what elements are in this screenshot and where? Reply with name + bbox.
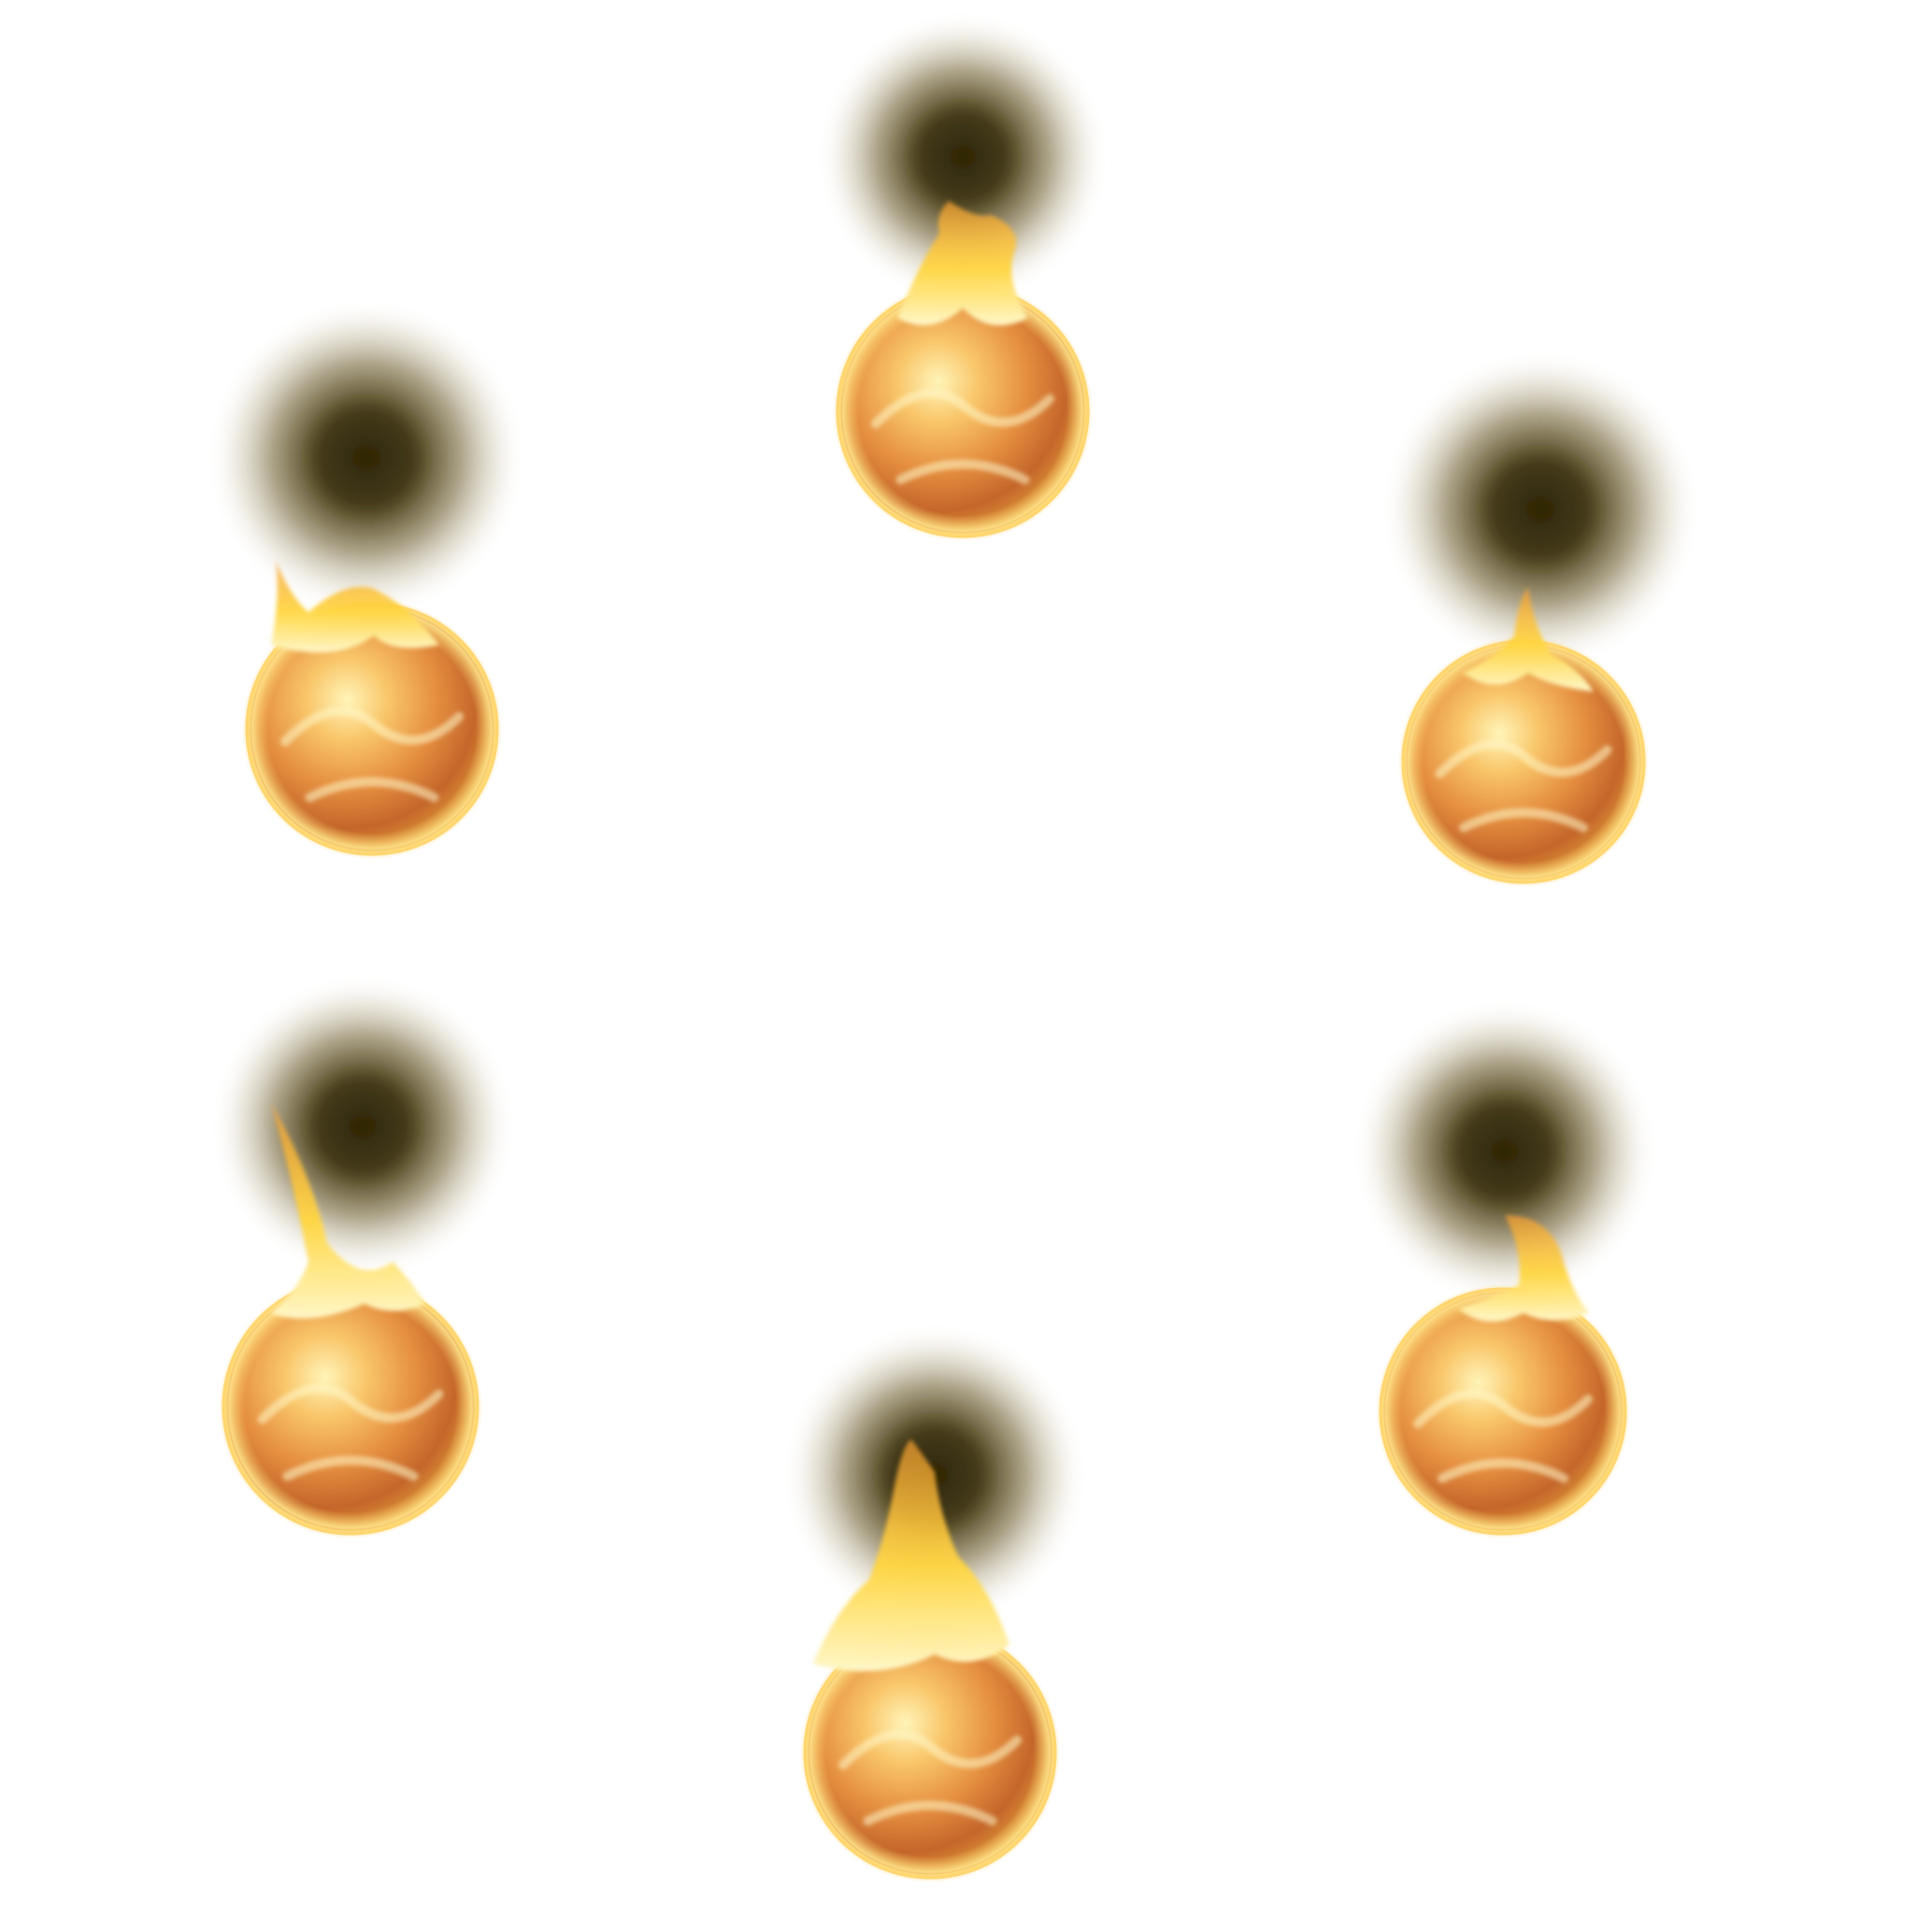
smoke-shadow-icon — [208, 299, 525, 617]
fireball-upper-left — [208, 299, 525, 859]
fireball-lower-left — [211, 975, 514, 1538]
flame-icon — [1458, 1215, 1589, 1322]
fireball-bottom — [783, 1324, 1086, 1882]
orb-glow — [1376, 1284, 1630, 1538]
smoke-shadow-icon — [211, 975, 514, 1278]
orb-swirl — [257, 1383, 444, 1481]
orb-swirl — [279, 706, 465, 803]
smoke-shadow-icon — [1381, 351, 1699, 668]
flame-icon — [271, 1103, 425, 1319]
smoke-shadow-icon — [1353, 1000, 1656, 1303]
smoke-shadow-icon — [818, 12, 1108, 302]
orb-swirl — [1413, 1389, 1593, 1483]
orb-swirl — [870, 388, 1055, 485]
orb-glow — [833, 281, 1093, 541]
fireball-lower-right — [1353, 1000, 1656, 1538]
fireball-top — [818, 12, 1108, 541]
orb-glow — [219, 1275, 482, 1538]
flame-icon — [813, 1439, 1009, 1671]
flame-icon — [1463, 587, 1594, 692]
flame-icon — [897, 201, 1028, 325]
flame-icon — [271, 561, 439, 652]
fireball-upper-right — [1381, 351, 1699, 887]
orb-swirl — [1435, 739, 1612, 833]
orb-swirl — [837, 1729, 1023, 1826]
